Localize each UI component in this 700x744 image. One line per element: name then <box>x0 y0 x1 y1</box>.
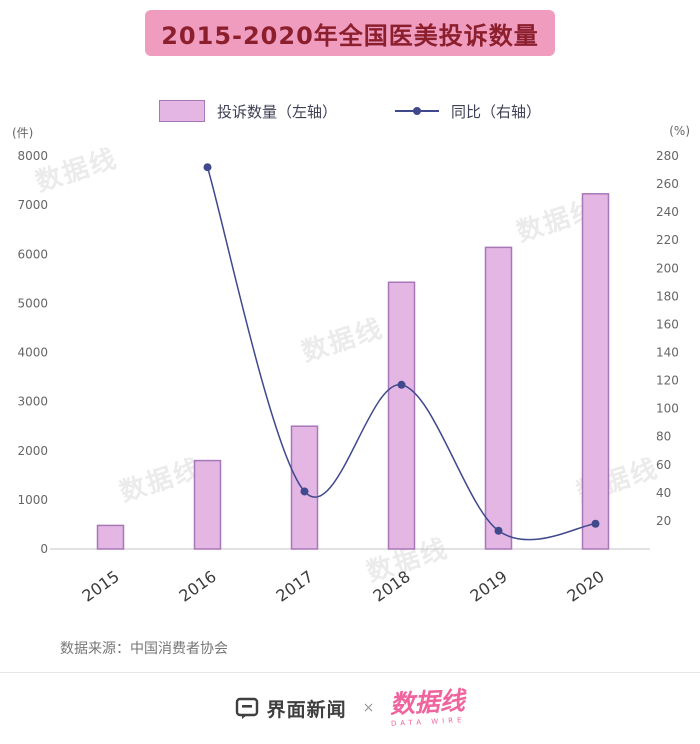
left-axis-unit-label: (件) <box>12 126 34 140</box>
right-tick-240: 240 <box>656 205 679 219</box>
right-tick-40: 40 <box>656 486 671 500</box>
jiemian-logo: 界面新闻 <box>235 695 347 722</box>
right-tick-200: 200 <box>656 261 679 275</box>
bar-2019 <box>484 246 513 550</box>
footer: 界面新闻 × 数据线 DATA WIRE <box>0 682 700 734</box>
legend: 投诉数量（左轴） 同比（右轴） <box>0 96 700 126</box>
datawire-logo-text: 数据线 <box>389 686 466 719</box>
x-label-2019: 2019 <box>467 567 511 606</box>
x-label-2018: 2018 <box>370 567 414 606</box>
left-tick-7000: 7000 <box>17 198 48 212</box>
right-tick-20: 20 <box>656 514 671 528</box>
left-tick-2000: 2000 <box>17 444 48 458</box>
footer-divider <box>0 672 700 673</box>
right-tick-160: 160 <box>656 317 679 331</box>
bar-legend-label: 投诉数量（左轴） <box>216 102 337 121</box>
left-tick-1000: 1000 <box>17 493 48 507</box>
left-tick-8000: 8000 <box>17 149 48 163</box>
bar-2015 <box>96 524 125 550</box>
chart-title: 2015-2020年全国医美投诉数量 <box>161 21 539 50</box>
left-tick-3000: 3000 <box>17 395 48 409</box>
yoy-point-4 <box>591 519 600 528</box>
x-label-2017: 2017 <box>273 567 317 606</box>
yoy-point-2 <box>397 380 406 389</box>
title-banner: 2015-2020年全国医美投诉数量 <box>145 10 555 56</box>
right-tick-280: 280 <box>656 149 679 163</box>
right-axis-unit-label: (%) <box>669 124 690 138</box>
bar-2016 <box>193 459 222 550</box>
right-tick-220: 220 <box>656 233 679 247</box>
x-label-2015: 2015 <box>79 567 123 606</box>
right-tick-140: 140 <box>656 346 679 360</box>
legend-item-line: 同比（右轴） <box>395 101 541 122</box>
right-tick-60: 60 <box>656 458 671 472</box>
bar-legend-swatch <box>158 100 205 122</box>
jiemian-logo-text: 界面新闻 <box>266 698 347 721</box>
footer-cross: × <box>362 700 375 716</box>
right-tick-120: 120 <box>656 374 679 388</box>
line-legend-dot <box>413 107 421 115</box>
left-tick-6000: 6000 <box>17 247 48 261</box>
line-legend-label: 同比（右轴） <box>451 102 542 121</box>
chart-canvas: 0 1000 2000 3000 4000 5000 6000 7000 8000 20 40 60 8… <box>17 149 679 606</box>
yoy-line <box>206 167 596 541</box>
yoy-point-1 <box>300 487 309 496</box>
left-tick-5000: 5000 <box>17 296 48 310</box>
left-tick-4000: 4000 <box>17 346 48 360</box>
right-tick-100: 100 <box>656 402 679 416</box>
right-tick-260: 260 <box>656 177 679 191</box>
yoy-point-3 <box>494 526 503 535</box>
right-tick-180: 180 <box>656 289 679 303</box>
datawire-logo: 数据线 DATA WIRE <box>389 686 466 728</box>
source-note: 数据来源：中国消费者协会 <box>60 641 228 657</box>
left-tick-0: 0 <box>40 542 48 556</box>
yoy-point-0 <box>203 163 212 172</box>
bar-2020 <box>581 193 610 550</box>
x-label-2016: 2016 <box>176 567 220 606</box>
jiemian-logo-icon <box>235 697 258 719</box>
bar-2018 <box>387 281 416 550</box>
right-tick-80: 80 <box>656 430 671 444</box>
line-legend-swatch <box>395 107 439 115</box>
x-label-2020: 2020 <box>564 567 608 606</box>
legend-item-bars: 投诉数量（左轴） <box>158 100 337 122</box>
